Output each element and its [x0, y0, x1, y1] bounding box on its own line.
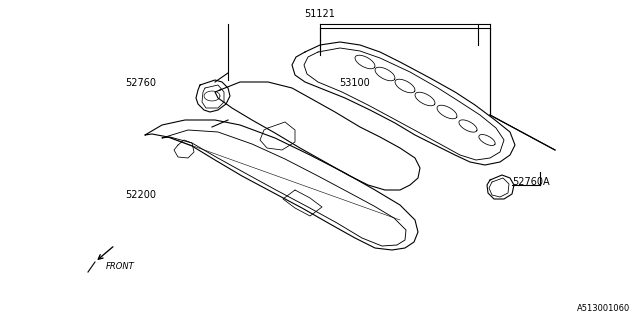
- Text: 52760A: 52760A: [512, 177, 550, 188]
- Text: FRONT: FRONT: [106, 262, 134, 271]
- Text: 52200: 52200: [125, 190, 156, 200]
- Text: 51121: 51121: [305, 9, 335, 19]
- Text: 52760: 52760: [125, 78, 156, 88]
- Text: 53100: 53100: [339, 78, 370, 88]
- Text: A513001060: A513001060: [577, 304, 630, 313]
